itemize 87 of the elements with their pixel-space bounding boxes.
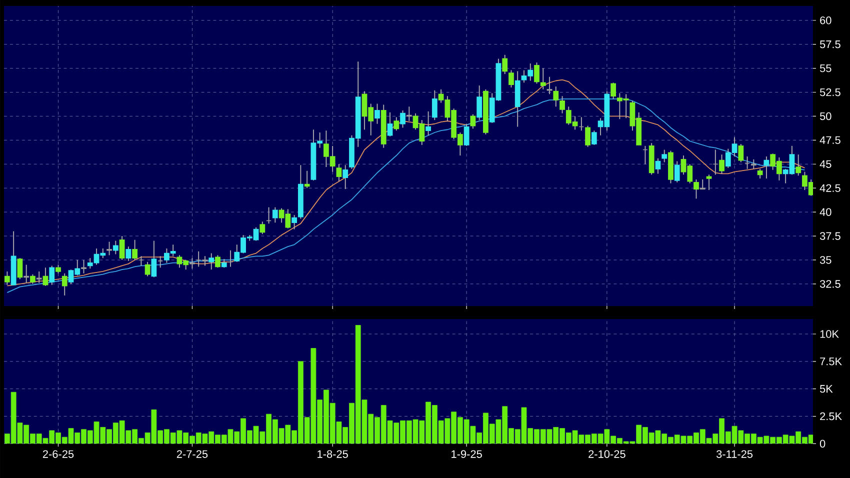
candlestick	[394, 116, 400, 132]
candlestick	[126, 246, 132, 262]
y-tick-label: 50	[820, 112, 832, 120]
y-tick-label: 32.5	[820, 280, 840, 288]
candlestick	[712, 149, 718, 176]
y-tick-label: 37.5	[820, 232, 840, 240]
candlestick	[81, 260, 86, 274]
y-tick-label: 45	[820, 160, 832, 168]
candlestick	[508, 70, 514, 88]
candlestick	[738, 144, 744, 163]
candlestick	[534, 62, 540, 84]
y-tick-label: 42.5	[820, 184, 840, 192]
candlestick	[190, 258, 195, 270]
x-tick-label: 2-10-25	[588, 450, 626, 458]
y-tick-label: 40	[820, 208, 832, 216]
candlestick	[674, 160, 680, 183]
candlestick	[374, 103, 380, 124]
candlestick	[406, 106, 412, 122]
candlestick	[24, 264, 30, 284]
candlestick	[62, 272, 68, 296]
candlestick	[464, 123, 470, 146]
candlestick	[553, 86, 559, 108]
candlestick	[578, 116, 584, 132]
y-tick-label: 55	[820, 64, 832, 72]
candlestick	[30, 274, 36, 284]
candlestick	[292, 214, 298, 230]
x-tick-label: 2-6-25	[42, 450, 74, 458]
y-tick-label: 60	[820, 16, 832, 24]
candlestick	[228, 250, 234, 268]
x-tick-label: 1-9-25	[452, 450, 482, 458]
candlestick	[432, 90, 438, 120]
candlestick	[560, 96, 565, 114]
y-tick-label: 2.5K	[820, 412, 842, 420]
candlestick	[106, 241, 112, 256]
candlestick	[336, 164, 342, 182]
candlestick	[796, 154, 802, 176]
candlestick	[4, 271, 10, 286]
y-tick-label: 35	[820, 256, 832, 264]
candlestick	[112, 240, 118, 255]
candlestick	[304, 170, 310, 189]
y-tick-label: 5K	[820, 385, 833, 393]
candlestick	[706, 174, 712, 190]
candlestick	[266, 206, 272, 224]
candlestick	[158, 256, 164, 268]
candlestick	[642, 145, 648, 165]
candlestick	[750, 158, 756, 170]
candlestick	[655, 158, 661, 174]
candlestick	[502, 54, 508, 74]
candlestick	[400, 110, 406, 128]
candlestick	[215, 254, 220, 268]
candlestick	[151, 240, 157, 278]
candlestick	[700, 179, 706, 190]
candlestick	[585, 125, 590, 148]
candlestick	[610, 82, 616, 100]
y-tick-label: 10K	[820, 330, 839, 338]
candlestick	[208, 252, 214, 270]
candlestick	[426, 110, 431, 136]
x-tick-label: 2-7-25	[176, 450, 208, 458]
candlestick	[42, 267, 48, 286]
candlestick	[272, 206, 278, 224]
candlestick	[764, 156, 770, 179]
candlestick	[119, 236, 125, 260]
candlestick	[260, 221, 266, 235]
x-tick-label: 3-11-25	[716, 450, 753, 458]
candlestick	[540, 68, 546, 90]
x-tick-label: 1-8-25	[318, 450, 348, 458]
candlestick	[138, 256, 144, 266]
candlestick	[470, 114, 476, 130]
candlestick	[476, 85, 482, 120]
candlestick	[132, 239, 138, 260]
y-tick-label: 7.5K	[820, 358, 842, 366]
candlestick	[757, 168, 763, 179]
candlestick	[36, 271, 42, 284]
candlestick	[342, 164, 348, 190]
candlestick	[662, 149, 668, 163]
candlestick	[719, 154, 724, 174]
candlestick	[17, 258, 23, 280]
y-tick-label: 47.5	[820, 136, 840, 144]
candlestick	[694, 179, 699, 200]
candlestick	[387, 112, 393, 137]
candlestick	[144, 261, 150, 277]
candlestick	[591, 130, 597, 146]
candlestick	[49, 265, 55, 286]
y-tick-label: 52.5	[820, 88, 840, 96]
y-tick-label: 0	[820, 440, 826, 448]
y-tick-label: 57.5	[820, 40, 840, 48]
candlestick	[744, 156, 750, 170]
